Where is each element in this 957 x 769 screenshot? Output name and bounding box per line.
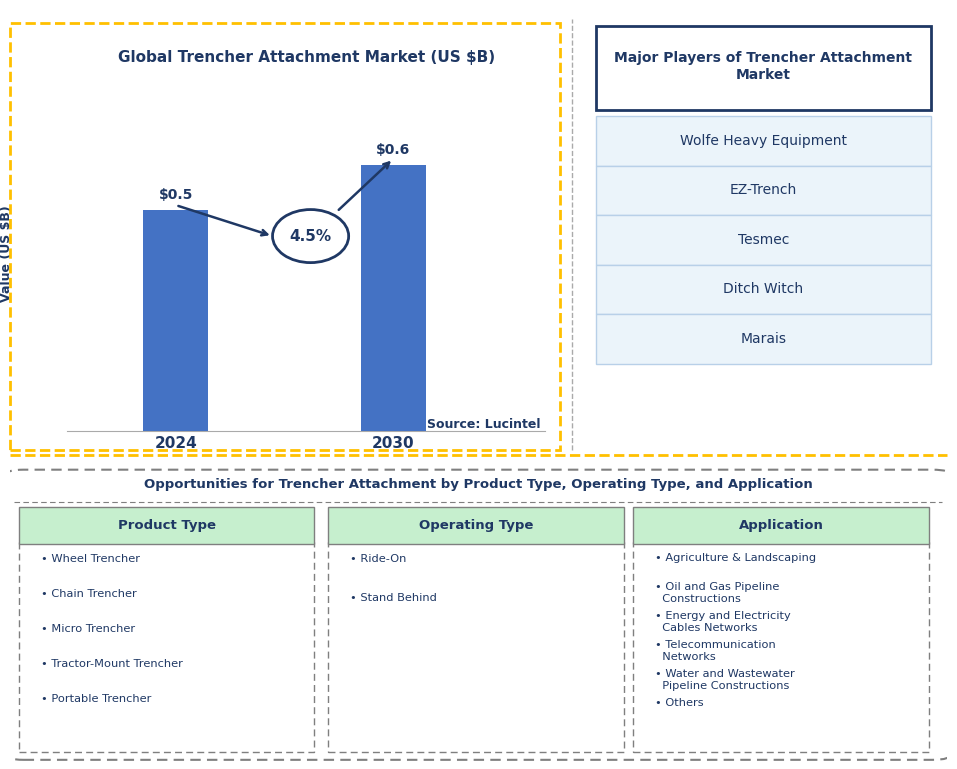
Text: Operating Type: Operating Type — [419, 519, 533, 531]
Bar — [361, 165, 426, 431]
Text: • Chain Trencher: • Chain Trencher — [40, 589, 136, 599]
FancyBboxPatch shape — [19, 507, 314, 544]
FancyBboxPatch shape — [634, 542, 928, 752]
Text: Product Type: Product Type — [118, 519, 215, 531]
Text: • Micro Trencher: • Micro Trencher — [40, 624, 135, 634]
Text: • Ride-On: • Ride-On — [350, 554, 407, 564]
Text: Value (US $B): Value (US $B) — [0, 205, 12, 302]
Bar — [144, 209, 209, 431]
FancyBboxPatch shape — [328, 542, 624, 752]
Text: Tesmec: Tesmec — [738, 233, 789, 247]
Text: Global Trencher Attachment Market (US $B): Global Trencher Attachment Market (US $B… — [118, 50, 495, 65]
FancyBboxPatch shape — [595, 165, 931, 215]
FancyBboxPatch shape — [328, 507, 624, 544]
FancyBboxPatch shape — [595, 315, 931, 364]
Text: Application: Application — [739, 519, 823, 531]
Text: Opportunities for Trencher Attachment by Product Type, Operating Type, and Appli: Opportunities for Trencher Attachment by… — [145, 478, 812, 491]
Text: • Oil and Gas Pipeline
  Constructions: • Oil and Gas Pipeline Constructions — [655, 581, 779, 604]
Text: EZ-Trench: EZ-Trench — [729, 183, 797, 198]
FancyBboxPatch shape — [634, 507, 928, 544]
Text: • Others: • Others — [655, 697, 703, 707]
Text: $0.6: $0.6 — [376, 143, 411, 158]
Text: Ditch Witch: Ditch Witch — [723, 282, 803, 297]
Text: Marais: Marais — [740, 332, 787, 346]
Text: $0.5: $0.5 — [159, 188, 193, 201]
FancyBboxPatch shape — [19, 542, 314, 752]
Text: Major Players of Trencher Attachment
Market: Major Players of Trencher Attachment Mar… — [614, 52, 912, 82]
FancyBboxPatch shape — [595, 265, 931, 315]
Text: • Water and Wastewater
  Pipeline Constructions: • Water and Wastewater Pipeline Construc… — [655, 668, 794, 691]
Text: Source: Lucintel: Source: Lucintel — [427, 418, 541, 431]
Text: • Stand Behind: • Stand Behind — [350, 593, 437, 603]
FancyBboxPatch shape — [5, 470, 951, 760]
Text: • Wheel Trencher: • Wheel Trencher — [40, 554, 140, 564]
FancyBboxPatch shape — [595, 215, 931, 265]
Text: • Telecommunication
  Networks: • Telecommunication Networks — [655, 640, 775, 662]
Text: 4.5%: 4.5% — [290, 228, 332, 244]
FancyBboxPatch shape — [595, 116, 931, 165]
Text: • Agriculture & Landscaping: • Agriculture & Landscaping — [655, 553, 816, 563]
Text: Wolfe Heavy Equipment: Wolfe Heavy Equipment — [679, 134, 847, 148]
FancyBboxPatch shape — [595, 25, 931, 110]
Text: • Energy and Electricity
  Cables Networks: • Energy and Electricity Cables Networks — [655, 611, 790, 633]
Text: • Tractor-Mount Trencher: • Tractor-Mount Trencher — [40, 659, 183, 669]
Text: • Portable Trencher: • Portable Trencher — [40, 694, 151, 704]
